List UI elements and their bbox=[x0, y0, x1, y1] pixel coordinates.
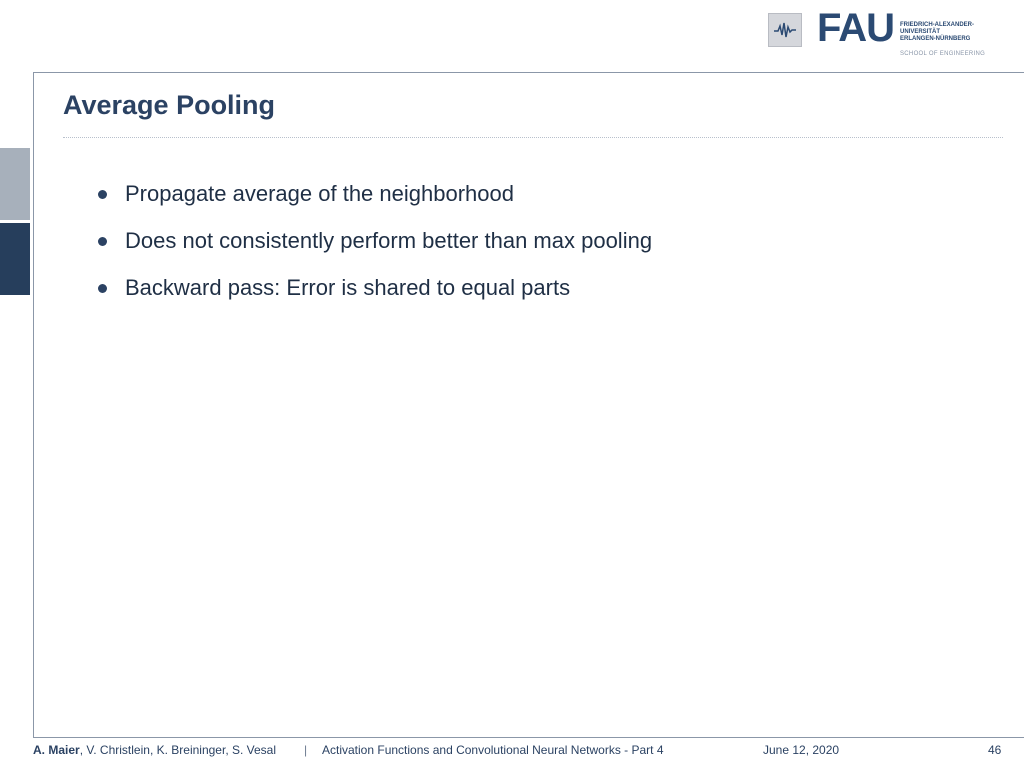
co-authors: , V. Christlein, K. Breininger, S. Vesal bbox=[79, 743, 277, 757]
university-line-1: FRIEDRICH-ALEXANDER- bbox=[900, 22, 974, 28]
bullet-dot-icon bbox=[98, 190, 107, 199]
lecture-date: June 12, 2020 bbox=[763, 743, 840, 757]
university-line-3: ERLANGEN-NÜRNBERG bbox=[900, 36, 971, 42]
bullet-dot-icon bbox=[98, 284, 107, 293]
title-divider bbox=[63, 137, 1003, 138]
fau-logo: FAU bbox=[817, 6, 895, 50]
lecture-title: Activation Functions and Convolutional N… bbox=[322, 743, 664, 757]
university-name: FRIEDRICH-ALEXANDER- UNIVERSITÄT ERLANGE… bbox=[900, 22, 1010, 43]
bullet-text: Does not consistently perform better tha… bbox=[125, 228, 653, 253]
slide-frame bbox=[33, 72, 1024, 738]
lead-author: A. Maier bbox=[33, 743, 80, 757]
side-tab-current bbox=[0, 223, 30, 295]
footer-separator: | bbox=[304, 743, 308, 757]
bullet-list: Propagate average of the neighborhood Do… bbox=[98, 178, 652, 319]
slide-footer: A. Maier, V. Christlein, K. Breininger, … bbox=[33, 741, 1013, 759]
bullet-item: Propagate average of the neighborhood bbox=[98, 178, 652, 225]
university-line-2: UNIVERSITÄT bbox=[900, 29, 941, 35]
bullet-dot-icon bbox=[98, 237, 107, 246]
bullet-text: Backward pass: Error is shared to equal … bbox=[125, 275, 571, 300]
bullet-item: Backward pass: Error is shared to equal … bbox=[98, 272, 652, 319]
school-name: SCHOOL OF ENGINEERING bbox=[900, 51, 986, 57]
page-number: 46 bbox=[988, 743, 1002, 757]
bullet-item: Does not consistently perform better tha… bbox=[98, 225, 652, 272]
waveform-emblem-icon bbox=[768, 13, 802, 47]
side-tab-previous bbox=[0, 148, 30, 220]
slide-title: Average Pooling bbox=[63, 90, 276, 120]
slide-header: FAU FRIEDRICH-ALEXANDER- UNIVERSITÄT ERL… bbox=[0, 0, 1024, 70]
bullet-text: Propagate average of the neighborhood bbox=[125, 181, 514, 206]
